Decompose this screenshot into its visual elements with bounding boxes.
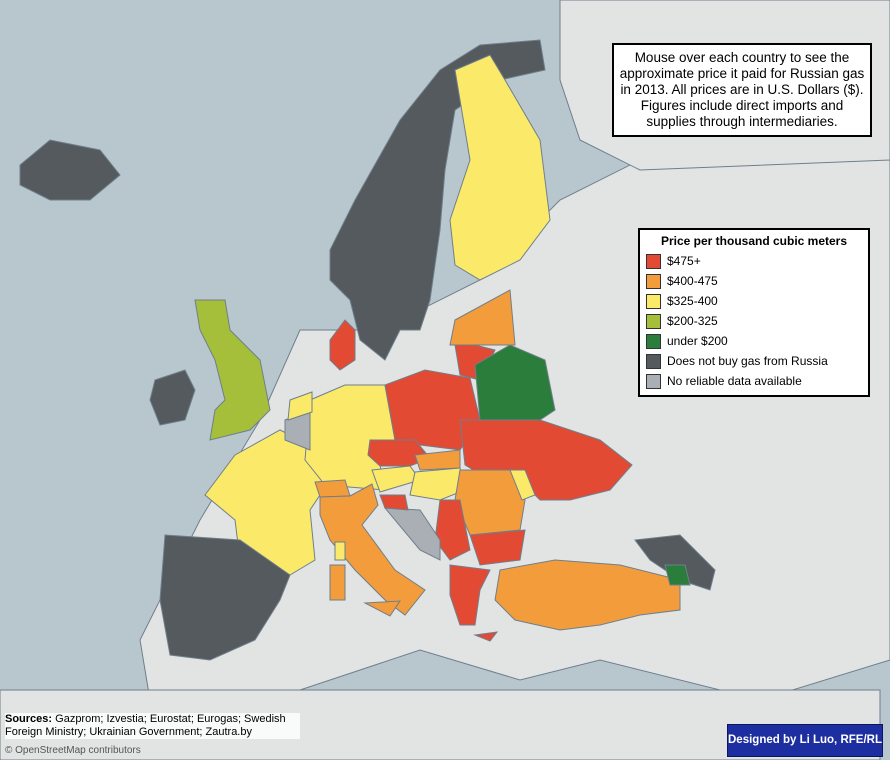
credit[interactable]: Designed by Li Luo, RFE/RL (727, 724, 883, 757)
legend-label: $475+ (667, 254, 701, 268)
legend-swatch (646, 353, 661, 369)
legend-item: under $200 (646, 331, 862, 351)
attribution: © OpenStreetMap contributors (5, 745, 141, 756)
italy (319, 483, 426, 616)
sicily (363, 600, 401, 617)
legend-item: $475+ (646, 251, 862, 271)
legend-swatch (646, 273, 661, 289)
corsica (334, 541, 346, 561)
denmark (329, 319, 356, 371)
legend-items: $475+ $400-475 $325-400 $200-325 under $200 D… (646, 251, 862, 391)
legend-item: $325-400 (646, 291, 862, 311)
sardinia (329, 564, 346, 601)
legend-swatch (646, 313, 661, 329)
legend-label: $200-325 (667, 314, 718, 328)
legend-item: Does not buy gas from Russia (646, 351, 862, 371)
sources: Sources: Gazprom; Izvestia; Eurostat; Eu… (5, 713, 300, 739)
bulgaria (469, 529, 526, 566)
legend-swatch (646, 293, 661, 309)
legend-label: No reliable data available (667, 374, 802, 388)
sources-label: Sources: (5, 713, 53, 725)
legend: Price per thousand cubic meters $475+ $40… (638, 228, 870, 397)
legend-item: No reliable data available (646, 371, 862, 391)
baltics (449, 289, 516, 346)
uk (194, 299, 271, 441)
legend-label: under $200 (667, 334, 728, 348)
legend-item: $400-475 (646, 271, 862, 291)
moldova (509, 469, 536, 501)
land-africa (0, 689, 881, 760)
armenia (664, 564, 691, 586)
hungary (409, 467, 466, 501)
legend-item: $200-325 (646, 311, 862, 331)
caucasus (634, 534, 716, 591)
cyprus (473, 631, 499, 642)
greece (449, 564, 491, 626)
legend-label: $325-400 (667, 294, 718, 308)
legend-swatch (646, 333, 661, 349)
legend-label: $400-475 (667, 274, 718, 288)
info-box: Mouse over each country to see the appro… (612, 43, 872, 137)
countries (19, 39, 716, 661)
ireland (149, 369, 196, 426)
legend-swatch (646, 253, 661, 269)
turkey (494, 559, 681, 631)
iberia (159, 534, 291, 661)
legend-swatch (646, 373, 661, 389)
finland (449, 54, 551, 281)
croatia (379, 494, 409, 511)
switzerland (314, 479, 351, 498)
sources-text: Gazprom; Izvestia; Eurostat; Eurogas; Sw… (5, 713, 286, 738)
norway-sweden (329, 39, 546, 361)
legend-title: Price per thousand cubic meters (660, 234, 848, 248)
west-balkans (383, 507, 441, 561)
netherlands (287, 391, 313, 421)
legend-label: Does not buy gas from Russia (667, 354, 828, 368)
iceland (19, 139, 121, 201)
